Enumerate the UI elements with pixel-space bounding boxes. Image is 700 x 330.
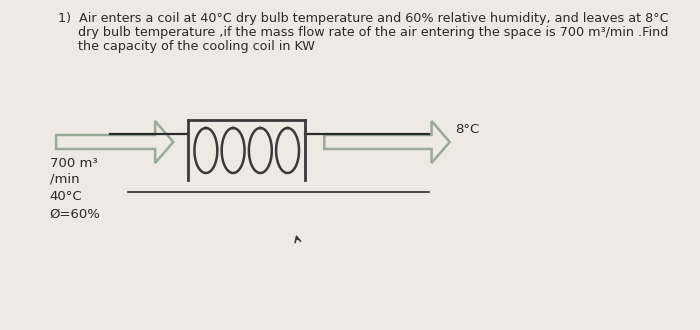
Text: 8°C: 8°C [456,123,480,136]
Text: Ø=60%: Ø=60% [50,208,100,221]
Polygon shape [324,121,449,163]
Text: 40°C: 40°C [50,190,82,203]
Text: 700 m³: 700 m³ [50,157,97,170]
Text: 1)  Air enters a coil at 40°C dry bulb temperature and 60% relative humidity, an: 1) Air enters a coil at 40°C dry bulb te… [58,12,668,25]
Text: /min: /min [50,172,79,185]
Polygon shape [56,121,174,163]
Text: dry bulb temperature ,if the mass flow rate of the air entering the space is 700: dry bulb temperature ,if the mass flow r… [58,26,668,39]
Text: the capacity of the cooling coil in KW: the capacity of the cooling coil in KW [58,40,314,53]
